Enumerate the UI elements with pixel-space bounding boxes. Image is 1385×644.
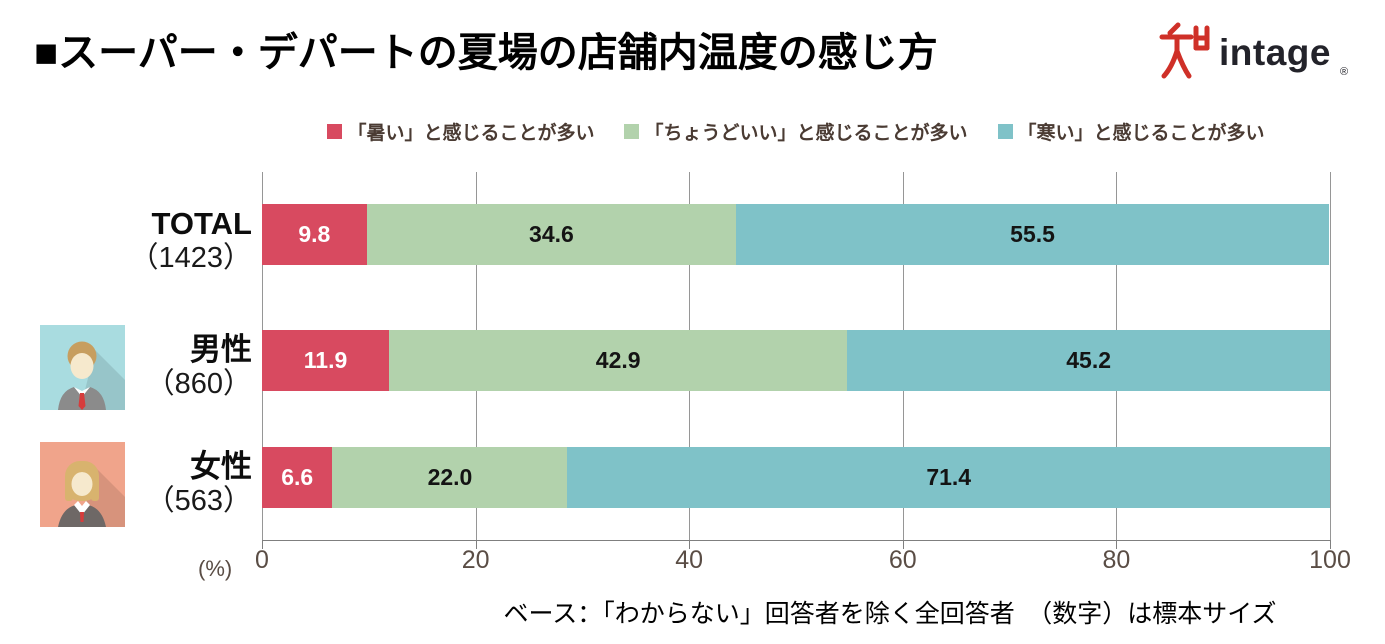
row-label-texts: 女性 （563） [135,442,252,518]
female-avatar-icon [40,442,125,527]
bar-row-1: 11.9 42.9 45.2 [262,330,1330,391]
x-tick-label-60: 60 [888,546,917,574]
category-name: TOTAL [151,206,252,241]
row-label-0: TOTAL （1423） [40,207,252,275]
x-tick-label-80: 80 [1102,546,1131,574]
bar-segment-1-2: 45.2 [847,330,1330,391]
legend-label: 「ちょうどいい」と感じることが多い [644,123,968,144]
bar-value-label: 6.6 [281,464,314,490]
category-name: 男性 [190,332,252,367]
bar-segment-0-1: 34.6 [366,204,737,265]
x-tick-label-100: 100 [1309,546,1351,574]
bar-segment-0-2: 55.5 [736,204,1329,265]
legend-item-0: 「暑い」と感じることが多い [327,118,594,145]
x-axis-unit-label: (%) [198,556,233,581]
category-sample-size: （860） [145,368,252,400]
bar-segment-2-2: 71.4 [567,447,1330,508]
x-axis-tick [902,541,904,549]
legend-label: 「暑い」と感じることが多い [347,123,595,144]
x-axis-tick [689,541,691,549]
bar-value-label: 45.2 [1066,347,1111,373]
bar-row-2: 6.6 22.0 71.4 [262,447,1330,508]
row-label-2: 女性 （563） [40,442,252,527]
intage-brand-mark-icon [1158,21,1210,84]
row-label-texts: TOTAL （1423） [40,207,252,275]
legend-swatch-icon [327,124,343,139]
x-tick-label-0: 0 [255,546,269,574]
bar-value-label: 55.5 [1010,221,1055,247]
chart-legend: 「暑い」と感じることが多い 「ちょうどいい」と感じることが多い 「寒い」と感じること… [262,118,1330,145]
legend-item-2: 「寒い」と感じることが多い [997,118,1265,145]
category-sample-size: （1423） [129,242,252,274]
category-sample-size: （563） [145,485,252,517]
bar-value-label: 42.9 [595,347,641,373]
x-tick-label-40: 40 [675,546,704,574]
x-tick-label-20: 20 [461,546,490,574]
x-axis-tick [1116,541,1118,549]
footer-note: ベース：「わからない」回答者を除く全回答者 （数字）は標本サイズ [503,600,1277,628]
intage-logo: intage ® [1158,22,1348,82]
gridline-100 [1330,172,1331,540]
bar-segment-2-1: 22.0 [332,447,568,508]
bar-row-0: 9.8 34.6 55.5 [262,204,1330,265]
legend-item-1: 「ちょうどいい」と感じることが多い [624,118,968,145]
x-axis-tick [1330,541,1331,549]
bar-value-label: 34.6 [529,221,574,247]
bar-value-label: 11.9 [303,347,348,373]
legend-swatch-icon [624,124,640,139]
category-name: 女性 [190,449,252,484]
x-axis-line [262,540,1331,541]
row-label-1: 男性 （860） [40,325,252,410]
male-avatar-icon [40,325,125,410]
legend-label: 「寒い」と感じることが多い [1017,123,1265,144]
x-axis-tick [475,541,477,549]
bar-segment-0-0: 9.8 [262,204,367,265]
bar-value-label: 22.0 [427,464,473,490]
bar-segment-2-0: 6.6 [262,447,333,508]
row-label-texts: 男性 （860） [135,325,252,401]
bar-segment-1-0: 11.9 [262,330,390,391]
legend-swatch-icon [997,124,1013,139]
x-axis-tick [262,541,263,549]
bar-value-label: 71.4 [926,464,972,490]
bar-value-label: 9.8 [298,221,331,247]
page-title: ■スーパー・デパートの夏場の店舗内温度の感じ方 [34,31,938,75]
registered-trademark-symbol: ® [1339,66,1349,78]
bar-segment-1-1: 42.9 [389,330,848,391]
intage-brand-text: intage [1219,31,1331,73]
